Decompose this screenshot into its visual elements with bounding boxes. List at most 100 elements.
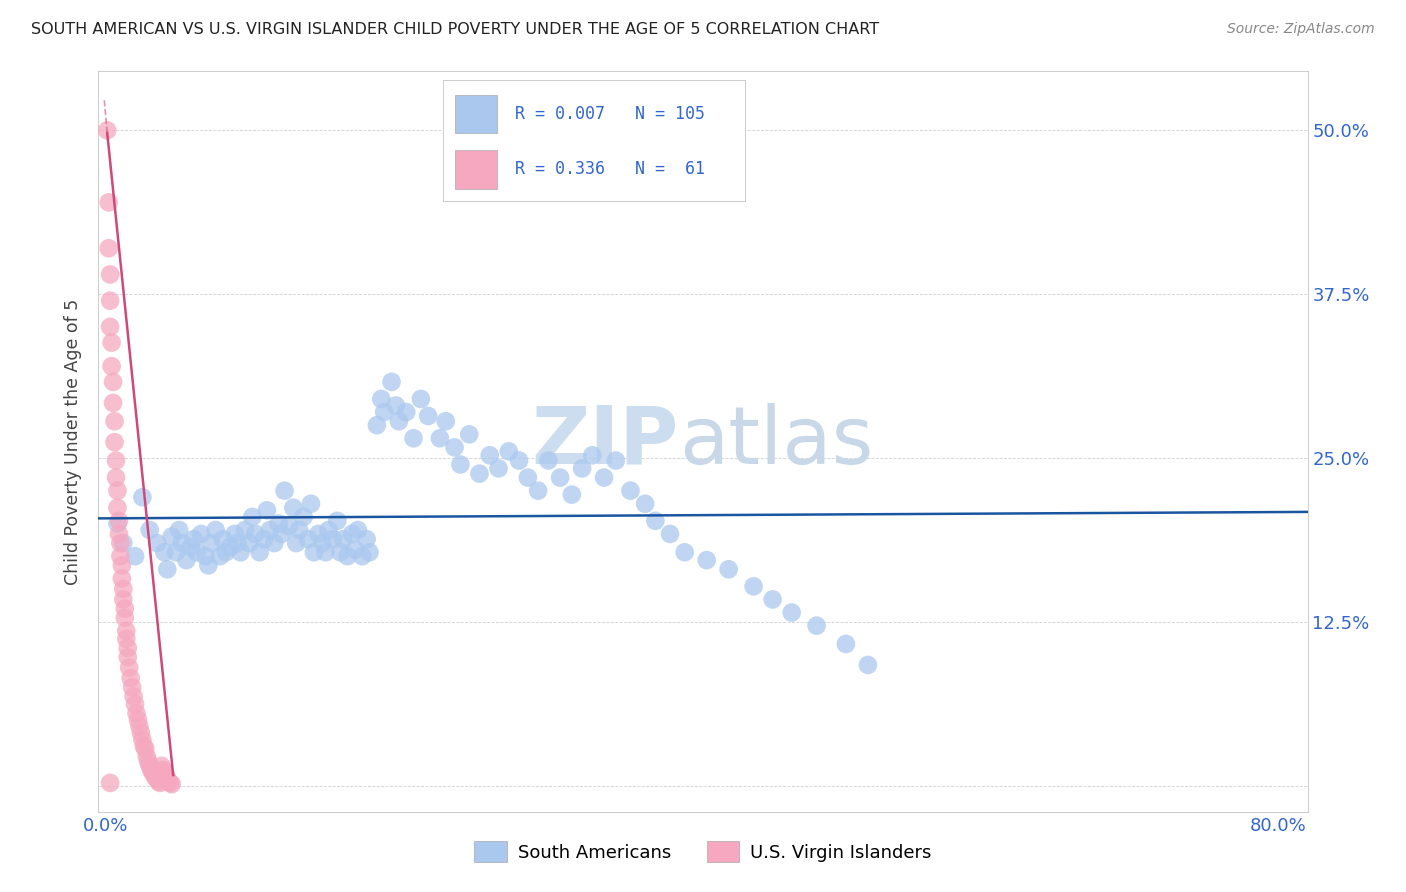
Point (150, 759, 173, 773)
Point (97, 195, 120, 210)
Point (370, 392, 392, 406)
Point (224, 527, 246, 541)
Point (209, 549, 232, 564)
Point (149, 776, 172, 790)
Point (253, 532, 276, 546)
Point (458, 427, 481, 442)
Point (183, 532, 205, 546)
Point (571, 461, 593, 475)
Bar (456, 150, 498, 188)
Point (215, 545, 238, 559)
Point (402, 431, 425, 445)
Point (157, 774, 180, 789)
Point (180, 540, 202, 554)
Point (115, 632, 138, 646)
Point (429, 431, 451, 445)
Point (112, 582, 135, 596)
Point (233, 523, 256, 537)
Point (806, 618, 828, 632)
Point (263, 536, 285, 550)
Point (146, 772, 169, 786)
Point (186, 545, 208, 559)
Point (124, 549, 146, 564)
Point (153, 765, 176, 780)
Point (409, 392, 432, 406)
Point (197, 558, 219, 573)
Point (352, 549, 374, 564)
Text: R = 0.007   N = 105: R = 0.007 N = 105 (516, 105, 706, 123)
Point (395, 405, 418, 419)
Point (107, 500, 129, 515)
Point (359, 545, 381, 559)
Point (98, 776, 121, 790)
Point (380, 375, 402, 389)
Point (118, 660, 141, 674)
Point (373, 405, 395, 419)
Point (107, 483, 129, 498)
Text: R = 0.336   N =  61: R = 0.336 N = 61 (516, 161, 706, 178)
Point (111, 558, 134, 573)
Text: Source: ZipAtlas.com: Source: ZipAtlas.com (1227, 22, 1375, 37)
Point (593, 470, 616, 484)
Point (111, 572, 134, 586)
Point (212, 532, 235, 546)
Point (311, 536, 333, 550)
Point (385, 399, 408, 413)
Point (138, 759, 160, 773)
Point (145, 771, 167, 785)
Point (100, 359, 122, 374)
Point (742, 579, 765, 593)
Point (156, 772, 179, 786)
Point (200, 536, 222, 550)
Point (159, 776, 181, 790)
Point (508, 453, 530, 467)
Point (105, 453, 128, 467)
Point (259, 523, 281, 537)
Point (336, 549, 359, 564)
Point (659, 527, 682, 541)
Point (644, 514, 666, 528)
Point (366, 418, 388, 433)
Point (434, 414, 457, 428)
Point (267, 516, 290, 531)
Point (97, 241, 120, 255)
Point (292, 509, 315, 524)
Point (283, 500, 305, 515)
Point (468, 467, 491, 481)
Point (449, 458, 471, 472)
Point (835, 637, 858, 651)
Point (278, 519, 301, 533)
Point (101, 375, 124, 389)
Point (356, 532, 378, 546)
Point (112, 536, 135, 550)
Point (273, 483, 295, 498)
Point (105, 470, 128, 484)
Text: atlas: atlas (679, 402, 873, 481)
Point (329, 545, 352, 559)
Point (256, 503, 278, 517)
Point (100, 335, 122, 350)
Point (160, 777, 183, 791)
Point (117, 640, 139, 655)
Point (318, 523, 340, 537)
Point (245, 527, 267, 541)
Point (153, 545, 176, 559)
Legend: South Americans, U.S. Virgin Islanders: South Americans, U.S. Virgin Islanders (467, 834, 939, 870)
Point (634, 497, 657, 511)
Point (581, 448, 603, 462)
Point (226, 536, 249, 550)
Point (673, 545, 696, 559)
Point (167, 523, 190, 537)
Point (165, 545, 187, 559)
Point (103, 435, 125, 450)
Point (117, 650, 139, 665)
Point (548, 470, 571, 484)
Point (128, 720, 150, 734)
Point (229, 545, 252, 559)
Point (516, 470, 538, 484)
Point (340, 527, 363, 541)
Point (498, 444, 520, 458)
Point (112, 592, 135, 607)
Text: SOUTH AMERICAN VS U.S. VIRGIN ISLANDER CHILD POVERTY UNDER THE AGE OF 5 CORRELAT: SOUTH AMERICAN VS U.S. VIRGIN ISLANDER C… (31, 22, 879, 37)
Point (762, 592, 785, 607)
